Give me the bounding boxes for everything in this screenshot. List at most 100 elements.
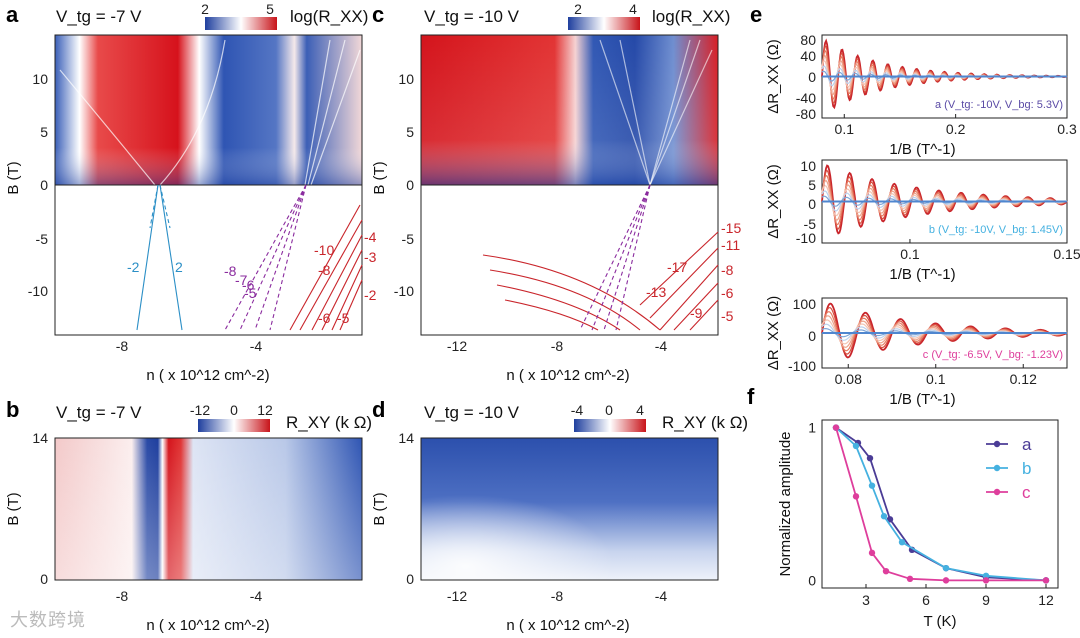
panel-f-point <box>866 454 874 462</box>
panel-e-xlabel: 1/B (T^-1) <box>889 266 955 283</box>
panel-e-legend: b (V_tg: -10V, V_bg: 1.45V) <box>929 224 1063 236</box>
panel-c-landau-fan <box>599 39 713 186</box>
panel-b-frame <box>54 437 363 581</box>
panel-f-fit-line <box>835 426 1047 582</box>
panel-b-title: V_tg = -7 V <box>56 403 142 422</box>
panel-c-ytick: -5 <box>402 231 415 247</box>
panel-e-ytick: 40 <box>800 48 816 64</box>
panel-e-xtick: 0.1 <box>835 121 855 137</box>
panel-d-ytick: 14 <box>398 430 414 446</box>
panel-e-subplot: 100 0 -100 0.08 0.1 0.12 1/B (T^-1) ΔR_XX (Ω) c … <box>765 296 1068 408</box>
panel-c-fan-label: -6 <box>721 285 734 301</box>
panel-f-xtick: 12 <box>1038 592 1054 608</box>
panel-c-fan-label: -15 <box>721 220 741 236</box>
panel-f-legend-marker <box>993 440 1001 448</box>
panel-a-fan-label: -4 <box>364 229 377 245</box>
panel-a-fan-label: -10 <box>314 242 334 258</box>
panel-a-ylabel: B (T) <box>5 161 22 194</box>
panel-c-heatmap-shade <box>421 35 718 185</box>
panel-f-ytick: 0 <box>808 572 816 588</box>
panel-f-legend-label: b <box>1022 459 1031 478</box>
panel-e-xtick: 0.15 <box>1053 246 1080 262</box>
panel-e-series-line <box>821 307 1068 355</box>
panel-d-cbar-tick: -4 <box>571 402 584 418</box>
panel-e-ylabel: ΔR_XX (Ω) <box>765 39 782 114</box>
panel-e-xtick: 0.1 <box>926 371 946 387</box>
panel-d-heatmap-shade <box>421 438 718 580</box>
panel-f-frame <box>821 419 1059 589</box>
panel-c-colorbar-label: log(R_XX) <box>652 7 730 26</box>
panel-f-point <box>942 564 950 572</box>
panel-a-fan-label: -7 <box>235 272 248 288</box>
panel-e-xtick: 0.1 <box>900 246 920 262</box>
panel-b-ytick: 0 <box>40 571 48 587</box>
panel-a-fan-label: -6 <box>242 277 255 293</box>
panel-c-ytick: 0 <box>406 177 414 193</box>
panel-a-ytick: 0 <box>40 177 48 193</box>
panel-d-cbar-tick: 0 <box>605 402 613 418</box>
panel-a-fan-label: -6 <box>318 310 331 326</box>
panel-f-xlabel: T (K) <box>923 613 956 630</box>
panel-c-fan-label: -11 <box>721 237 740 253</box>
panel-a-fan-label: -8 <box>224 263 237 279</box>
panel-a-fan-label: -3 <box>364 249 377 265</box>
panel-e-xtick: 0.08 <box>835 371 862 387</box>
panel-d-xlabel: n ( x 10^12 cm^-2) <box>506 617 629 634</box>
panel-a-fan-label: -8 <box>318 262 331 278</box>
panel-f-point <box>1042 577 1050 584</box>
panel-c-fan-label: -8 <box>721 262 734 278</box>
panel-f-legend-marker <box>993 464 1001 472</box>
panel-e-ytick: -100 <box>788 358 816 374</box>
panel-f-point <box>880 513 888 520</box>
panel-f-point <box>868 549 876 557</box>
panel-f-point <box>868 482 876 489</box>
panel-b-cbar-tick: 0 <box>230 402 238 418</box>
panel-f-point <box>852 493 860 500</box>
panel-a-cbar-tick: 5 <box>266 1 274 17</box>
panel-a-fan-label: -2 <box>364 287 377 303</box>
panel-d-xtick: -4 <box>655 588 668 604</box>
panel-f-ylabel: Normalized amplitude <box>777 431 794 576</box>
panel-f-point <box>898 538 906 546</box>
panel-b-letter: b <box>6 397 19 422</box>
panel-b-ytick: 14 <box>32 430 48 446</box>
panel-e-legend: c (V_tg: -6.5V, V_bg: -1.23V) <box>923 349 1063 361</box>
panel-f-letter: f <box>747 384 755 409</box>
panel-a-fan-label: 2 <box>175 259 183 275</box>
panel-d-letter: d <box>372 397 385 422</box>
panel-f-point <box>942 577 950 584</box>
panel-f-point <box>982 572 990 579</box>
panel-c-letter: c <box>372 2 384 27</box>
panel-f-xtick: 6 <box>922 592 930 608</box>
panel-c-colorbar <box>568 17 640 30</box>
panel-f-fit-line <box>835 427 1046 582</box>
panel-e-xlabel: 1/B (T^-1) <box>889 141 955 158</box>
panel-a-heatmap-shade <box>55 35 362 185</box>
panel-a-fan-label: -5 <box>337 310 350 326</box>
panel-f-legend-label: a <box>1022 435 1032 454</box>
panel-f-point <box>882 568 890 575</box>
panel-a-letter: a <box>6 2 19 27</box>
panel-c-xtick: -12 <box>447 338 467 354</box>
panel-a-fan-lines <box>136 184 363 331</box>
panel-d-title: V_tg = -10 V <box>424 403 520 422</box>
panel-d-frame <box>420 437 719 581</box>
panel-d-colorbar-label: R_XY (k Ω) <box>662 413 748 432</box>
panel-f-legend-marker <box>993 488 1001 496</box>
panel-e-ytick: 0 <box>808 328 816 344</box>
panel-f-point <box>982 577 990 584</box>
panel-c-ytick: -10 <box>394 283 414 299</box>
panel-d-ytick: 0 <box>406 571 414 587</box>
panel-c-title: V_tg = -10 V <box>424 7 520 26</box>
panel-e-xlabel: 1/B (T^-1) <box>889 391 955 408</box>
panel-c-fan-label: -5 <box>721 308 734 324</box>
panel-a-colorbar-label: log(R_XX) <box>290 7 368 26</box>
watermark: 大数跨境 <box>10 610 86 630</box>
panel-c-cbar-tick: 2 <box>574 1 582 17</box>
panel-c-fan-label: -17 <box>667 259 687 275</box>
panel-c-ytick: 10 <box>398 71 414 87</box>
panel-c-fan-lines <box>482 184 719 331</box>
panel-e-ylabel: ΔR_XX (Ω) <box>765 296 782 371</box>
